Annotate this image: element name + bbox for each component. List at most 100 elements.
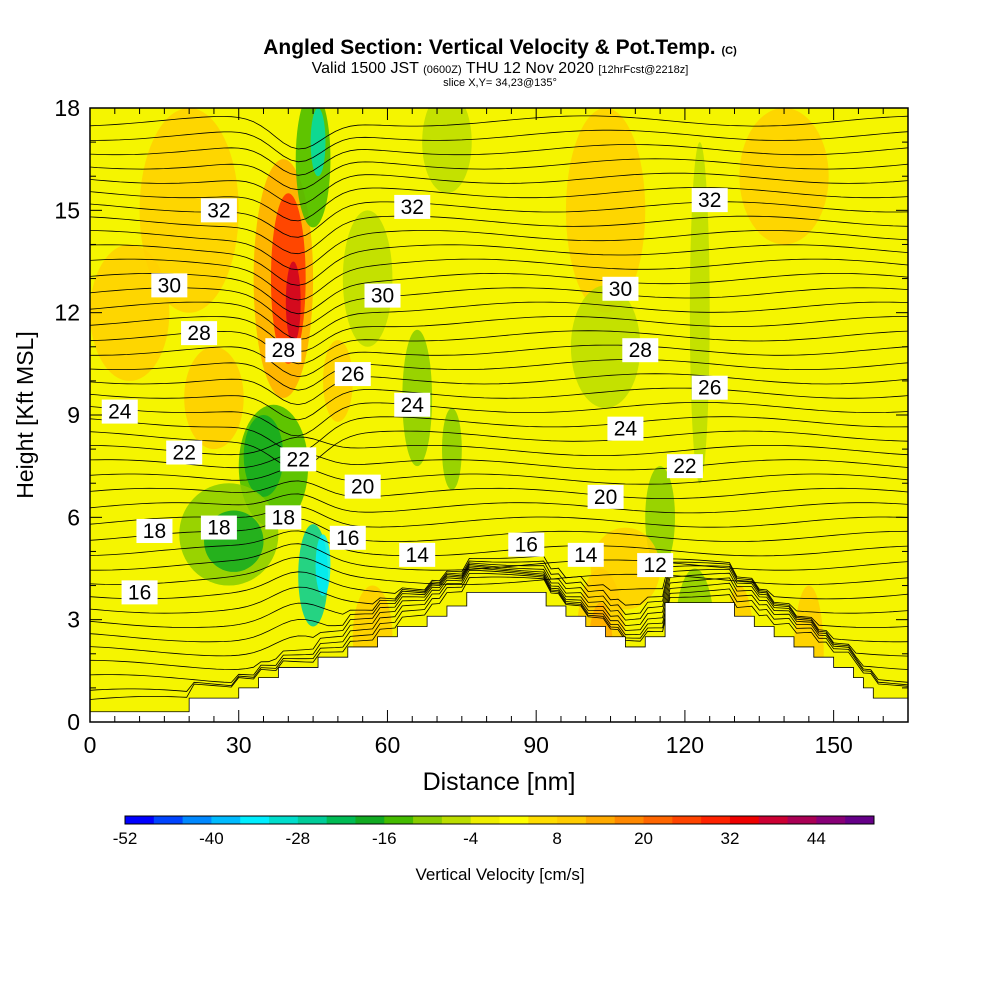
isentrope-label: 24 <box>607 416 644 441</box>
isentrope-label-bg <box>136 518 173 543</box>
colorbar-swatch <box>384 816 414 824</box>
colorbar-swatch <box>470 816 500 824</box>
isentrope-label-bg <box>587 484 624 509</box>
valid-time: Valid 1500 JST <box>311 60 419 77</box>
velocity-blob <box>739 108 829 245</box>
isentrope-label-bg <box>265 505 302 530</box>
isentrope-label-text: 20 <box>594 486 617 509</box>
x-tick-label: 30 <box>226 732 252 758</box>
colorbar-tick-label: -52 <box>113 829 138 848</box>
isentrope-label: 32 <box>394 194 431 219</box>
isentrope-label-text: 32 <box>401 196 424 219</box>
velocity-blob <box>184 346 244 450</box>
velocity-blob <box>441 408 462 491</box>
isentrope-label-text: 24 <box>108 401 132 424</box>
x-tick-label: 120 <box>666 732 704 758</box>
isentrope-line <box>90 569 908 683</box>
isentrope-line <box>90 258 908 301</box>
isentrope-line <box>90 430 908 470</box>
x-tick-label: 0 <box>84 732 97 758</box>
isentrope-label-bg <box>166 440 203 465</box>
isentrope-label-bg <box>637 553 674 578</box>
isentrope-label-bg <box>567 542 604 567</box>
colorbar-tick-label: -40 <box>199 829 224 848</box>
x-axis-label: Distance [nm] <box>423 768 576 796</box>
isentrope-label: 14 <box>567 542 604 567</box>
colorbar-swatch <box>125 816 155 824</box>
isentrope-label-bg <box>602 276 639 301</box>
isentrope-label-text: 28 <box>187 322 210 345</box>
isentrope-label-text: 30 <box>158 274 181 297</box>
isentrope-label-text: 22 <box>173 442 196 465</box>
y-tick-label: 0 <box>67 709 80 735</box>
isentrope-label-bg <box>151 273 188 298</box>
isentrope-label-bg <box>121 580 158 605</box>
isentrope-label-text: 12 <box>643 554 666 577</box>
isentrope-label-text: 26 <box>698 377 721 400</box>
isentrope-label-bg <box>200 515 237 540</box>
colorbar-swatch <box>701 816 731 824</box>
colorbar-swatch <box>297 816 328 824</box>
isentrope-label: 28 <box>181 321 218 346</box>
isentrope-label: 22 <box>166 440 203 465</box>
colorbar-swatch <box>816 816 846 824</box>
isentrope-label-text: 26 <box>341 363 364 386</box>
isentrope-label: 24 <box>394 392 431 417</box>
isentrope-line <box>90 556 908 585</box>
colorbar-swatch <box>240 816 270 824</box>
isentrope-label: 16 <box>329 525 366 550</box>
colorbar-swatch <box>182 816 212 824</box>
colorbar-swatch <box>557 816 587 824</box>
colorbar-frame <box>124 815 875 825</box>
isentrope-line <box>90 562 908 628</box>
isentrope-label-bg <box>344 474 381 499</box>
isentrope-label-text: 28 <box>629 339 652 362</box>
isentrope-label: 30 <box>364 283 401 308</box>
isentrope-label: 28 <box>622 338 659 363</box>
isentrope-line <box>90 573 908 692</box>
title-main: Angled Section: Vertical Velocity & Pot.… <box>263 36 716 59</box>
isentrope-label-bg <box>364 283 401 308</box>
isentrope-label-text: 16 <box>128 581 151 604</box>
isentrope-label-text: 18 <box>143 520 166 543</box>
velocity-blob <box>285 261 301 344</box>
colorbar-tick-label: 32 <box>721 829 740 848</box>
isentrope-label: 32 <box>200 198 237 223</box>
isentrope-label: 18 <box>265 505 302 530</box>
isentrope-line <box>90 565 908 657</box>
colorbar-swatch <box>326 816 356 824</box>
isentrope-label-text: 18 <box>272 506 295 529</box>
colorbar-label: Vertical Velocity [cm/s] <box>415 865 584 884</box>
isentrope-label: 24 <box>101 399 138 424</box>
x-tick-label: 150 <box>814 732 852 758</box>
isentrope-line <box>90 466 908 485</box>
isentrope-line <box>90 215 908 255</box>
colorbar-tick-label: 8 <box>552 829 561 848</box>
isentrope-line <box>90 416 908 453</box>
isentrope-label: 12 <box>637 553 674 578</box>
forecast-info: [12hrFcst@2218z] <box>598 64 689 76</box>
isentrope-label: 16 <box>121 580 158 605</box>
isentrope-label-text: 30 <box>609 278 632 301</box>
isentrope-label-text: 32 <box>698 189 721 212</box>
isentrope-line <box>90 115 908 150</box>
velocity-blob <box>90 244 170 381</box>
isentrope-label-text: 18 <box>207 517 230 540</box>
colorbar-tick-label: 20 <box>634 829 653 848</box>
colorbar-swatch <box>672 816 702 824</box>
isentrope-label-text: 32 <box>207 199 230 222</box>
isentrope-line <box>90 330 908 365</box>
colorbar-swatch <box>845 816 875 824</box>
isentrope-label-text: 28 <box>272 339 295 362</box>
isentrope-line <box>90 576 908 700</box>
colorbar: -52 -40 -28 -16 -4 8 20 32 44 <box>113 815 875 848</box>
isentrope-label-text: 22 <box>287 448 310 471</box>
isentrope-label-bg <box>181 321 218 346</box>
isentrope-label: 22 <box>666 454 703 479</box>
isentrope-label: 30 <box>602 276 639 301</box>
colorbar-tick-label: -28 <box>286 829 311 848</box>
y-tick-label: 15 <box>54 197 80 223</box>
isentrope-label-bg <box>329 525 366 550</box>
isentrope-label-text: 20 <box>351 476 374 499</box>
isentrope-line <box>90 543 908 571</box>
